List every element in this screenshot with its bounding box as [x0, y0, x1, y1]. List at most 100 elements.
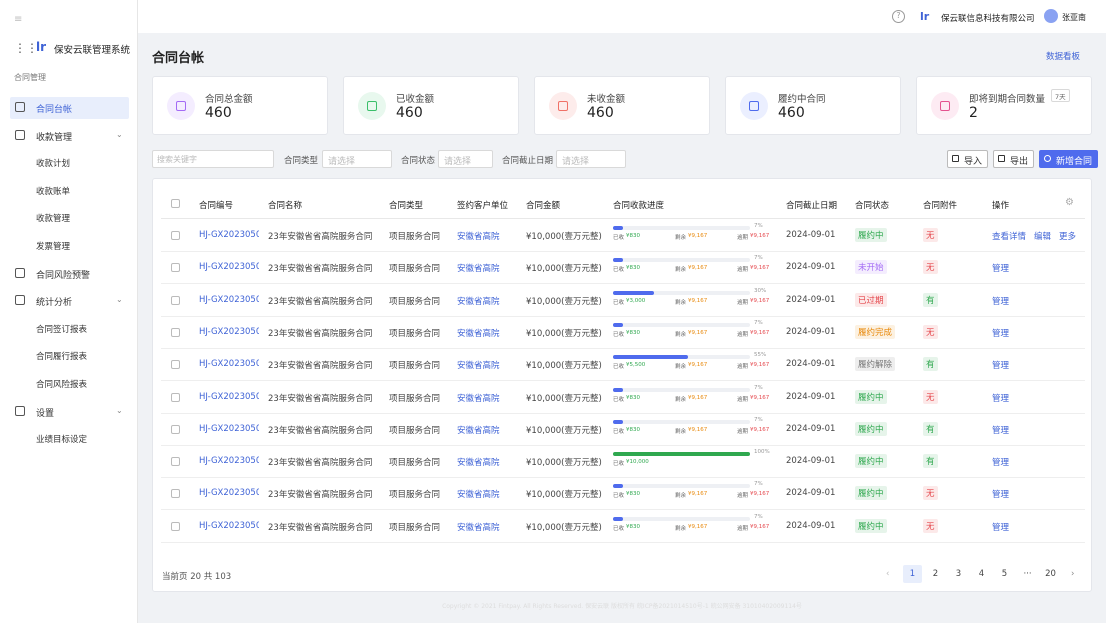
footer: Copyright © 2021 Fintpay. All Rights Res… [442, 603, 802, 610]
contract-id[interactable]: HJ-GX20230500 [199, 423, 259, 434]
row-checkbox[interactable] [171, 295, 180, 305]
help-icon[interactable]: ? [892, 10, 905, 23]
search-box[interactable]: 搜索关键字 [152, 150, 274, 168]
customer[interactable]: 安徽省高院 [457, 393, 500, 404]
filter-select[interactable]: 请选择 [556, 150, 626, 168]
contract-id[interactable]: HJ-GX20230500 [199, 456, 259, 467]
expand-arrow[interactable]: ⌄ [116, 405, 123, 415]
apps-icon[interactable]: ⋮⋮ [14, 41, 38, 55]
row-action[interactable]: 管理 [992, 361, 1010, 372]
filter-select[interactable]: 请选择 [438, 150, 493, 168]
row-checkbox[interactable] [171, 457, 180, 467]
menu-item[interactable]: 统计分析 [36, 298, 73, 309]
toolbar-button[interactable]: 导入 [947, 150, 989, 168]
progress-amount: ¥9,167 [688, 233, 708, 239]
expand-arrow[interactable]: ⌄ [116, 295, 123, 305]
customer[interactable]: 安徽省高院 [457, 522, 500, 533]
page-button[interactable]: 1 [903, 565, 922, 583]
row-checkbox[interactable] [171, 424, 180, 434]
progress-track [613, 484, 750, 489]
customer[interactable]: 安徽省高院 [457, 232, 500, 242]
customer[interactable]: 安徽省高院 [457, 328, 500, 339]
row-action[interactable]: 编辑 [1034, 232, 1052, 242]
customer[interactable]: 安徽省高院 [457, 296, 500, 307]
customer[interactable]: 安徽省高院 [457, 264, 500, 275]
toolbar-button[interactable]: 导出 [993, 150, 1035, 168]
menu-item[interactable]: 合同风险预警 [36, 270, 91, 281]
page-button[interactable]: 5 [1001, 569, 1008, 579]
page-button[interactable]: 20 [1045, 569, 1056, 579]
contract-id[interactable]: HJ-GX20230500 [199, 262, 259, 273]
stat-select[interactable]: 7天 [1051, 89, 1070, 102]
contract-id[interactable]: HJ-GX20230500 [199, 294, 259, 305]
attachment-tag: 无 [923, 324, 938, 339]
page-button[interactable]: 4 [978, 569, 985, 579]
expand-arrow[interactable]: ⌄ [116, 129, 123, 139]
row-checkbox[interactable] [171, 327, 180, 337]
submenu-item[interactable]: 合同风险报表 [36, 380, 88, 390]
row-divider [161, 477, 1085, 479]
toolbar-button[interactable]: 新增合同 [1039, 150, 1099, 168]
row-checkbox[interactable] [171, 489, 180, 499]
row-checkbox[interactable] [171, 231, 180, 240]
row-checkbox[interactable] [171, 360, 180, 370]
customer[interactable]: 安徽省高院 [457, 490, 500, 501]
avatar[interactable] [1044, 9, 1058, 23]
submenu-item[interactable]: 收款管理 [36, 214, 71, 225]
row-action[interactable]: 管理 [992, 264, 1010, 275]
header-checkbox[interactable] [171, 199, 180, 208]
company-name[interactable]: 保云联信息科技有限公司 [941, 14, 1035, 24]
prev-page[interactable]: ‹ [886, 569, 890, 579]
menu-item[interactable]: 合同台帐 [36, 105, 73, 115]
submenu-item[interactable]: 业绩目标设定 [36, 435, 88, 446]
filter-label: 合同类型 [284, 156, 319, 166]
customer[interactable]: 安徽省高院 [457, 458, 500, 469]
submenu-item[interactable]: 收款计划 [36, 159, 71, 170]
progress-caption: 剩余 [675, 428, 687, 435]
page-button[interactable]: 3 [955, 569, 962, 579]
due-date: 2024-09-01 [786, 423, 836, 434]
row-action[interactable]: 更多 [1059, 232, 1077, 242]
next-page[interactable]: › [1071, 569, 1075, 579]
submenu-item[interactable]: 发票管理 [36, 242, 71, 252]
row-checkbox[interactable] [171, 521, 180, 531]
row-action[interactable]: 查看详情 [992, 232, 1027, 242]
dashboard-link[interactable]: 数据看板 [1046, 52, 1081, 62]
stat-icon [167, 92, 195, 120]
due-date: 2024-09-01 [786, 456, 836, 467]
row-checkbox[interactable] [171, 392, 180, 402]
contract-type: 项目服务合同 [389, 393, 441, 404]
contract-id[interactable]: HJ-GX20230500 [199, 230, 259, 240]
user-name[interactable]: 张亚南 [1062, 13, 1086, 22]
collapse-icon[interactable]: ≡ [14, 14, 23, 25]
customer[interactable]: 安徽省高院 [457, 425, 500, 436]
row-action[interactable]: 管理 [992, 458, 1010, 469]
row-action[interactable]: 管理 [992, 296, 1010, 307]
status-tag: 履约中 [855, 389, 887, 404]
contract-id[interactable]: HJ-GX20230500 [199, 391, 259, 402]
contract-id[interactable]: HJ-GX20230500 [199, 326, 259, 337]
row-action[interactable]: 管理 [992, 522, 1010, 533]
column-header: 合同状态 [855, 201, 890, 211]
settings-icon[interactable]: ⚙ [1065, 197, 1074, 208]
submenu-item[interactable]: 合同签订报表 [36, 324, 88, 335]
row-checkbox[interactable] [171, 263, 180, 273]
customer[interactable]: 安徽省高院 [457, 361, 500, 372]
row-action[interactable]: 管理 [992, 393, 1010, 404]
filter-select[interactable]: 请选择 [322, 150, 392, 168]
submenu-item[interactable]: 收款账单 [36, 186, 71, 197]
progress-bar [613, 258, 623, 263]
page-button[interactable]: ··· [1023, 569, 1032, 579]
row-action[interactable]: 管理 [992, 425, 1010, 436]
contract-id[interactable]: HJ-GX20230500 [199, 359, 259, 370]
menu-item[interactable]: 设置 [36, 408, 55, 419]
due-date: 2024-09-01 [786, 294, 836, 305]
contract-id[interactable]: HJ-GX20230500 [199, 488, 259, 499]
page-button[interactable]: 2 [932, 569, 939, 579]
row-action[interactable]: 管理 [992, 490, 1010, 501]
row-action[interactable]: 管理 [992, 328, 1010, 339]
submenu-item[interactable]: 合同履行报表 [36, 352, 88, 363]
progress-amount: ¥5,500 [626, 362, 646, 369]
menu-item[interactable]: 收款管理 [36, 132, 73, 143]
contract-id[interactable]: HJ-GX20230500 [199, 520, 259, 531]
